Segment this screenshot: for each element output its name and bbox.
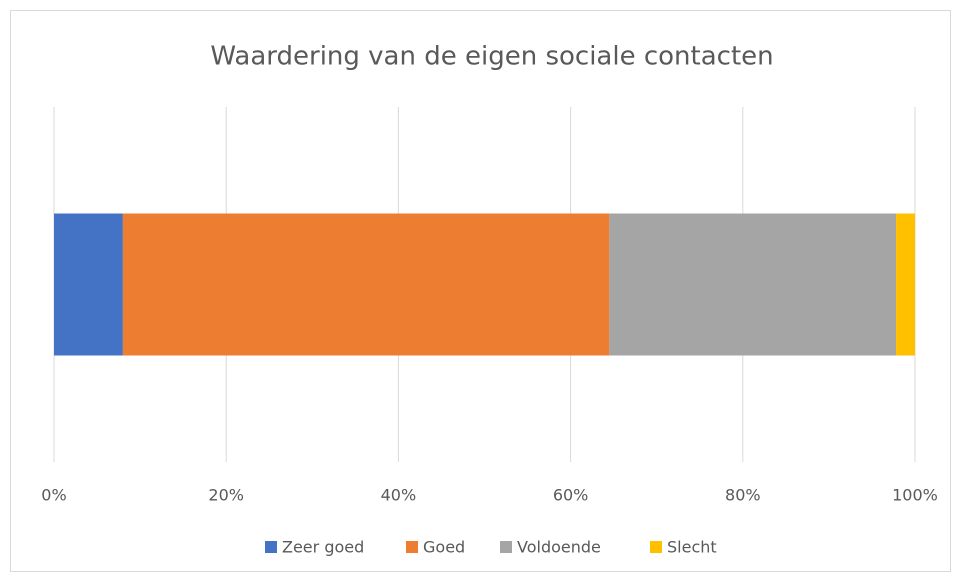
x-tick-label: 20% bbox=[208, 486, 244, 505]
bar-segment bbox=[122, 213, 610, 356]
bar-segment bbox=[896, 213, 915, 356]
x-tick-label: 40% bbox=[381, 486, 417, 505]
x-tick-label: 100% bbox=[892, 486, 938, 505]
legend-swatch bbox=[500, 541, 512, 553]
x-tick-label: 0% bbox=[41, 486, 66, 505]
bar-segment bbox=[54, 213, 123, 356]
legend-swatch bbox=[650, 541, 662, 553]
legend-swatch bbox=[406, 541, 418, 553]
bar-segment bbox=[609, 213, 897, 356]
legend-label: Goed bbox=[423, 538, 465, 557]
chart-title: Waardering van de eigen sociale contacte… bbox=[210, 42, 773, 72]
x-tick-label: 80% bbox=[725, 486, 761, 505]
legend-label: Voldoende bbox=[517, 538, 601, 557]
x-tick-label: 60% bbox=[553, 486, 589, 505]
legend-swatch bbox=[265, 541, 277, 553]
legend-label: Zeer goed bbox=[282, 538, 364, 557]
legend-label: Slecht bbox=[667, 538, 717, 557]
